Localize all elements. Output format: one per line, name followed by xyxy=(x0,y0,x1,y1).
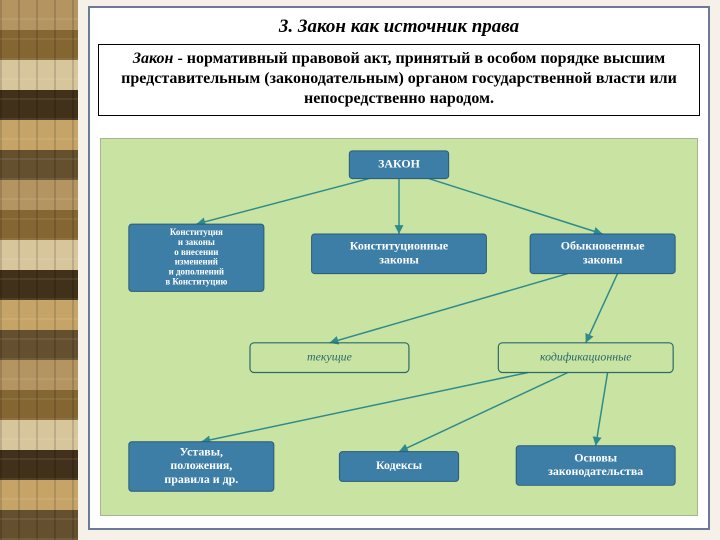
decorative-side-pattern xyxy=(0,0,78,540)
svg-text:Конституционные: Конституционные xyxy=(350,239,448,253)
svg-text:и законы: и законы xyxy=(178,237,215,247)
chart-node-kzlaws: Конституционныезаконы xyxy=(312,234,487,274)
law-hierarchy-chart: ЗАКОН Конституцияи законыо внесенииизмене… xyxy=(100,138,698,516)
svg-text:законы: законы xyxy=(379,252,419,266)
svg-text:Основы: Основы xyxy=(574,450,617,464)
definition-text: - нормативный правовой акт, принятый в о… xyxy=(121,50,677,107)
definition-term: Закон xyxy=(133,50,174,67)
svg-text:о внесении: о внесении xyxy=(174,247,218,257)
svg-text:ЗАКОН: ЗАКОН xyxy=(378,156,420,170)
svg-text:правила и др.: правила и др. xyxy=(164,472,238,486)
slide-title: 3. Закон как источник права xyxy=(90,8,708,44)
svg-text:и дополнений: и дополнений xyxy=(169,267,224,277)
svg-text:кодификационные: кодификационные xyxy=(540,349,631,363)
svg-text:Кодексы: Кодексы xyxy=(376,458,422,472)
svg-text:Обыкновенные: Обыкновенные xyxy=(561,239,645,253)
svg-text:текущие: текущие xyxy=(307,349,352,363)
svg-text:законы: законы xyxy=(583,252,623,266)
svg-text:положения,: положения, xyxy=(170,458,232,472)
definition-box: Закон - нормативный правовой акт, принят… xyxy=(98,44,700,116)
svg-text:Конституция: Конституция xyxy=(170,227,223,237)
chart-node-const: Конституцияи законыо внесенииизмененийи … xyxy=(129,224,264,291)
svg-text:Уставы,: Уставы, xyxy=(180,444,223,458)
chart-node-ust: Уставы,положения,правила и др. xyxy=(129,442,274,491)
svg-text:в Конституцию: в Конституцию xyxy=(165,277,227,287)
chart-node-ord: Обыкновенныезаконы xyxy=(530,234,675,274)
slide-frame: 3. Закон как источник права Закон - норм… xyxy=(88,6,710,530)
chart-svg: ЗАКОН Конституцияи законыо внесенииизмене… xyxy=(101,139,697,515)
svg-text:изменений: изменений xyxy=(175,257,218,267)
svg-text:законодательства: законодательства xyxy=(548,464,643,478)
chart-node-kodx: Кодексы xyxy=(339,452,458,482)
chart-node-osn: Основызаконодательства xyxy=(516,446,675,486)
chart-node-root: ЗАКОН xyxy=(349,151,448,179)
